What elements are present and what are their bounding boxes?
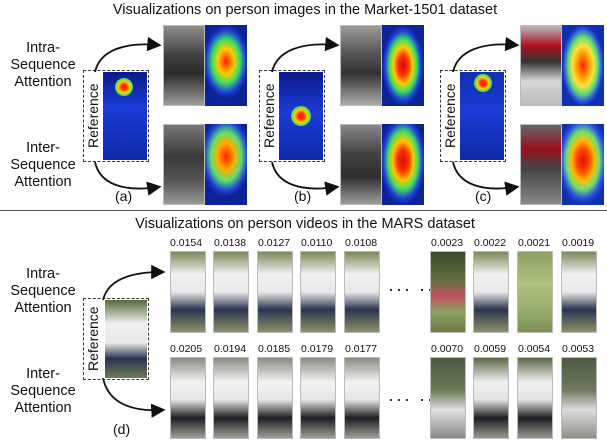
- arrow-inter-c: [452, 161, 520, 196]
- top-section-title: Visualizations on person images in the M…: [112, 2, 498, 18]
- attention-heatmap: [205, 124, 247, 205]
- intra-sequence-frames: 0.0154 0.0138 0.0127 0.0110 0.0108 ··· ·…: [168, 237, 607, 337]
- video-frame: [257, 251, 293, 333]
- person-photo: [520, 25, 562, 106]
- bottom-inter-label: Inter- Sequence Attention: [10, 366, 76, 416]
- attention-hotspot: [115, 78, 133, 96]
- attention-score: 0.0194: [214, 343, 247, 355]
- video-frame: [473, 357, 509, 439]
- ellipsis: ··· ···: [388, 279, 443, 299]
- panel-label-a: (a): [115, 188, 133, 204]
- attention-score: 0.0177: [345, 343, 378, 355]
- arrow-intra-d: [102, 264, 166, 301]
- attention-score: 0.0154: [170, 237, 203, 249]
- video-frame: [300, 357, 336, 439]
- panel-label-b: (b): [294, 188, 312, 204]
- attention-heatmap: [205, 25, 247, 106]
- reference-heatmap-c: [460, 72, 504, 160]
- section-divider: [0, 210, 607, 211]
- attention-score: 0.0022: [474, 237, 507, 249]
- video-frame: [170, 357, 206, 439]
- panel-label-d: (d): [113, 421, 131, 437]
- reference-photo-d: [105, 300, 147, 378]
- video-frame: [561, 251, 597, 333]
- attention-score: 0.0185: [258, 343, 291, 355]
- person-photo: [163, 25, 205, 106]
- attention-score: 0.0127: [258, 237, 291, 249]
- arrow-inter-d: [102, 377, 166, 418]
- reference-heatmap-b: [279, 72, 323, 160]
- reference-frame-a: Reference: [83, 70, 149, 162]
- attention-hotspot: [291, 106, 311, 126]
- person-photo: [163, 124, 205, 205]
- attention-heatmap: [382, 124, 424, 205]
- video-frame: [517, 357, 553, 439]
- video-frame: [300, 251, 336, 333]
- attention-score: 0.0138: [214, 237, 247, 249]
- arrow-intra-b: [271, 36, 340, 73]
- attention-heatmap: [562, 25, 604, 106]
- attention-score: 0.0054: [518, 343, 551, 355]
- top-intra-label: Intra- Sequence Attention: [10, 40, 76, 90]
- video-frame: [213, 251, 249, 333]
- attention-score: 0.0021: [518, 237, 551, 249]
- video-frame: [430, 251, 466, 333]
- reference-frame-d: Reference: [83, 298, 149, 380]
- video-frame: [170, 251, 206, 333]
- video-frame: [344, 357, 380, 439]
- arrow-intra-c: [452, 36, 520, 73]
- arrow-intra-a: [94, 36, 162, 73]
- person-photo: [340, 25, 382, 106]
- attention-score: 0.0019: [562, 237, 595, 249]
- video-frame: [517, 251, 553, 333]
- video-frame: [213, 357, 249, 439]
- reference-frame-b: Reference: [259, 70, 325, 162]
- attention-heatmap: [562, 124, 604, 205]
- arrow-inter-a: [94, 161, 162, 196]
- reference-heatmap-a: [103, 72, 147, 160]
- inter-sequence-frames: 0.0205 0.0194 0.0185 0.0179 0.0177 ··· ·…: [168, 343, 607, 443]
- attention-score: 0.0070: [431, 343, 464, 355]
- reference-frame-c: Reference: [440, 70, 506, 162]
- attention-score: 0.0179: [301, 343, 334, 355]
- video-frame: [561, 357, 597, 439]
- bottom-section-title: Visualizations on person videos in the M…: [135, 216, 475, 232]
- video-frame: [430, 357, 466, 439]
- video-frame: [473, 251, 509, 333]
- attention-hotspot: [474, 74, 492, 92]
- video-frame: [344, 251, 380, 333]
- attention-score: 0.0205: [170, 343, 203, 355]
- attention-score: 0.0110: [301, 237, 333, 249]
- top-inter-label: Inter- Sequence Attention: [10, 140, 76, 190]
- bottom-intra-label: Intra- Sequence Attention: [10, 266, 76, 316]
- attention-score: 0.0059: [474, 343, 507, 355]
- panel-label-c: (c): [475, 188, 492, 204]
- video-frame: [257, 357, 293, 439]
- person-photo: [520, 124, 562, 205]
- person-photo: [340, 124, 382, 205]
- arrow-inter-b: [271, 161, 340, 196]
- attention-heatmap: [382, 25, 424, 106]
- attention-score: 0.0053: [562, 343, 595, 355]
- ellipsis: ··· ···: [388, 389, 443, 409]
- reference-label-d: Reference: [85, 306, 101, 371]
- attention-score: 0.0108: [345, 237, 378, 249]
- attention-score: 0.0023: [431, 237, 464, 249]
